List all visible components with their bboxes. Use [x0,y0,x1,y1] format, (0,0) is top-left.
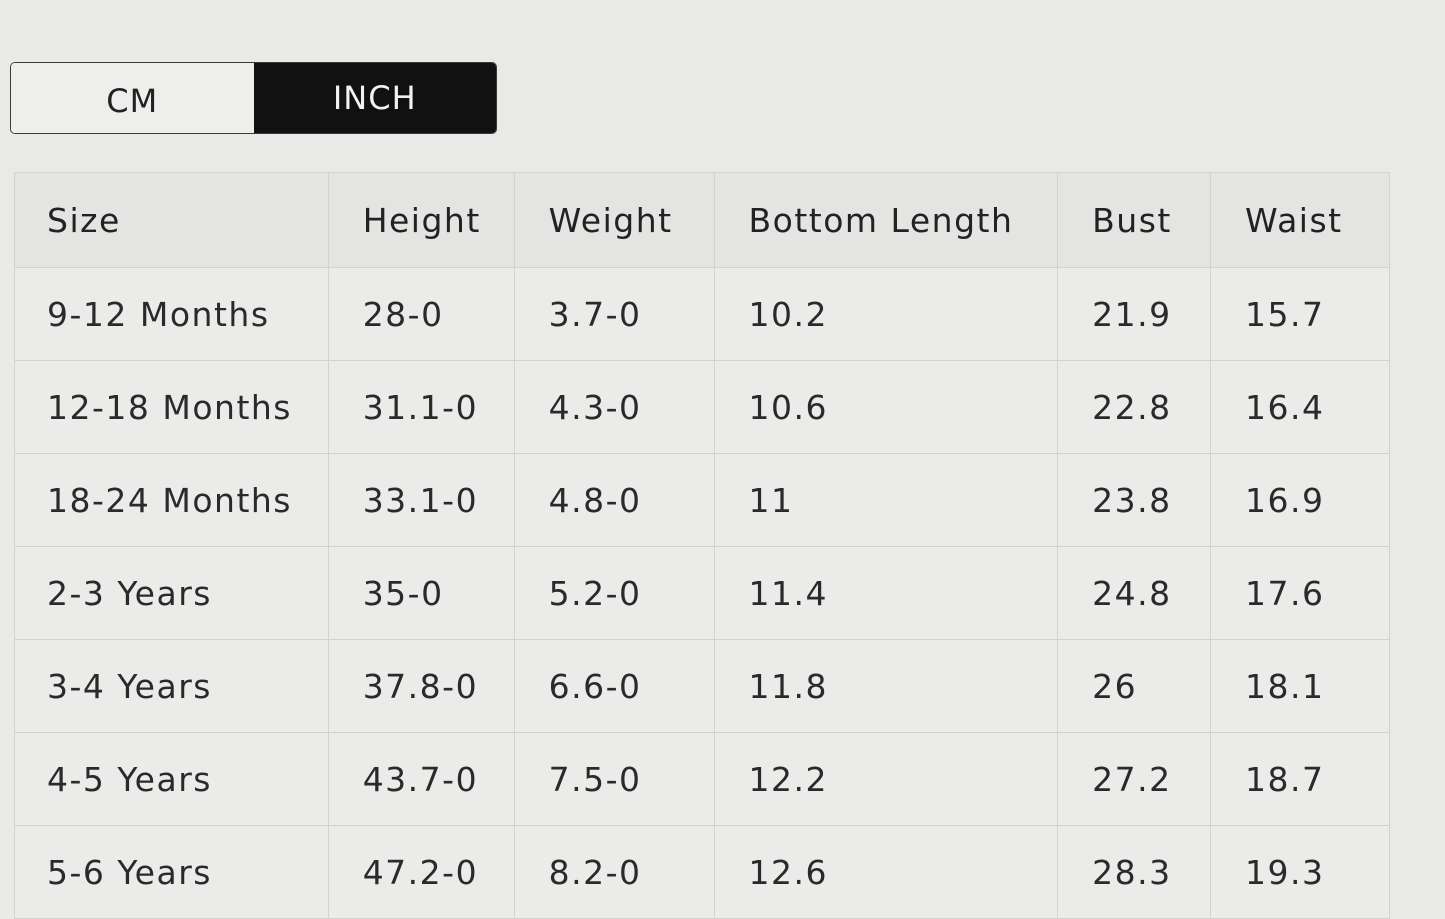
cell-bust: 28.3 [1057,825,1212,919]
cell-bust: 24.8 [1057,546,1212,640]
cell-bottom-length: 11.8 [713,639,1059,733]
table-row: 3-4 Years 37.8-0 6.6-0 11.8 26 18.1 [14,639,1390,733]
cell-size: 12-18 Months [14,360,329,454]
table-row: 4-5 Years 43.7-0 7.5-0 12.2 27.2 18.7 [14,732,1390,826]
cell-waist: 16.4 [1210,360,1390,454]
cell-height: 47.2-0 [327,825,515,919]
cell-size: 4-5 Years [14,732,329,826]
table-row: 2-3 Years 35-0 5.2-0 11.4 24.8 17.6 [14,546,1390,640]
column-header-bust: Bust [1057,172,1212,268]
cell-bottom-length: 11 [713,453,1059,547]
cell-weight: 7.5-0 [513,732,715,826]
cell-bottom-length: 12.6 [713,825,1059,919]
cell-weight: 5.2-0 [513,546,715,640]
table-row: 5-6 Years 47.2-0 8.2-0 12.6 28.3 19.3 [14,825,1390,919]
column-header-weight: Weight [513,172,715,268]
cell-bust: 22.8 [1057,360,1212,454]
cell-height: 35-0 [327,546,515,640]
cell-waist: 18.1 [1210,639,1390,733]
cell-size: 3-4 Years [14,639,329,733]
unit-cm-button[interactable]: CM [11,63,254,133]
cell-bust: 23.8 [1057,453,1212,547]
cell-height: 31.1-0 [327,360,515,454]
table-row: 12-18 Months 31.1-0 4.3-0 10.6 22.8 16.4 [14,360,1390,454]
cell-height: 33.1-0 [327,453,515,547]
cell-bottom-length: 11.4 [713,546,1059,640]
cell-weight: 3.7-0 [513,267,715,361]
cell-waist: 19.3 [1210,825,1390,919]
table-header-row: Size Height Weight Bottom Length Bust Waist [14,172,1390,268]
cell-size: 18-24 Months [14,453,329,547]
cell-waist: 15.7 [1210,267,1390,361]
cell-weight: 6.6-0 [513,639,715,733]
cell-waist: 18.7 [1210,732,1390,826]
cell-waist: 16.9 [1210,453,1390,547]
cell-waist: 17.6 [1210,546,1390,640]
table-row: 9-12 Months 28-0 3.7-0 10.2 21.9 15.7 [14,267,1390,361]
cell-bottom-length: 12.2 [713,732,1059,826]
column-header-height: Height [327,172,515,268]
cell-bust: 21.9 [1057,267,1212,361]
size-chart-table: Size Height Weight Bottom Length Bust Waist 9… [14,172,1390,919]
column-header-waist: Waist [1210,172,1390,268]
cell-weight: 4.8-0 [513,453,715,547]
column-header-bottom-length: Bottom Length [713,172,1059,268]
cell-height: 43.7-0 [327,732,515,826]
cell-bust: 27.2 [1057,732,1212,826]
table-row: 18-24 Months 33.1-0 4.8-0 11 23.8 16.9 [14,453,1390,547]
cell-weight: 8.2-0 [513,825,715,919]
unit-inch-button[interactable]: INCH [253,63,496,133]
cell-height: 28-0 [327,267,515,361]
cell-bottom-length: 10.6 [713,360,1059,454]
cell-bust: 26 [1057,639,1212,733]
cell-weight: 4.3-0 [513,360,715,454]
column-header-size: Size [14,172,329,268]
cell-size: 5-6 Years [14,825,329,919]
cell-height: 37.8-0 [327,639,515,733]
cell-size: 9-12 Months [14,267,329,361]
unit-toggle: CM INCH [10,62,497,134]
cell-bottom-length: 10.2 [713,267,1059,361]
cell-size: 2-3 Years [14,546,329,640]
